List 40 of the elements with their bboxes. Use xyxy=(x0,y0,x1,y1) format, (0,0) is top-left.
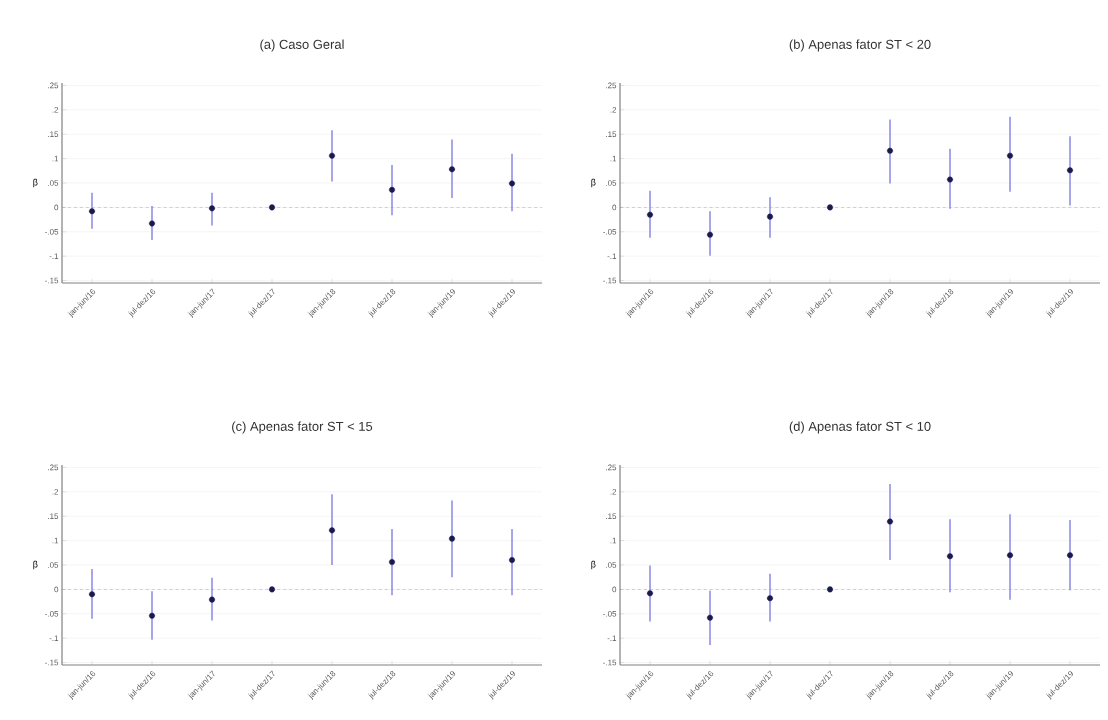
chart-title: (d) Apenas fator ST < 10 xyxy=(789,421,931,434)
point xyxy=(149,612,155,619)
point xyxy=(767,595,773,602)
point xyxy=(89,591,95,598)
point xyxy=(389,559,395,566)
point xyxy=(827,586,833,593)
y-axis-title: β xyxy=(591,178,596,188)
point xyxy=(329,527,335,534)
point xyxy=(887,147,893,154)
point xyxy=(389,186,395,193)
point xyxy=(329,152,335,159)
chart-title: (b) Apenas fator ST < 20 xyxy=(789,39,931,52)
point xyxy=(449,166,455,173)
point xyxy=(1007,152,1013,159)
point xyxy=(887,518,893,525)
point xyxy=(509,557,515,564)
point xyxy=(149,220,155,227)
point xyxy=(767,213,773,220)
point xyxy=(707,231,713,238)
y-axis-title: β xyxy=(33,178,38,188)
point xyxy=(509,180,515,187)
point xyxy=(209,596,215,603)
point xyxy=(89,208,95,215)
point xyxy=(647,590,653,597)
y-axis-title: β xyxy=(591,560,596,570)
y-axis-title: β xyxy=(33,560,38,570)
point xyxy=(1067,552,1073,559)
point xyxy=(1007,552,1013,559)
point xyxy=(269,586,275,593)
point xyxy=(647,211,653,218)
point xyxy=(827,204,833,211)
point xyxy=(1067,167,1073,174)
chart-title: (c) Apenas fator ST < 15 xyxy=(232,421,373,434)
point xyxy=(947,553,953,560)
chart-title: (a) Caso Geral xyxy=(260,39,344,52)
point xyxy=(269,204,275,211)
point xyxy=(449,535,455,542)
point xyxy=(947,176,953,183)
point xyxy=(209,205,215,212)
point xyxy=(707,614,713,621)
